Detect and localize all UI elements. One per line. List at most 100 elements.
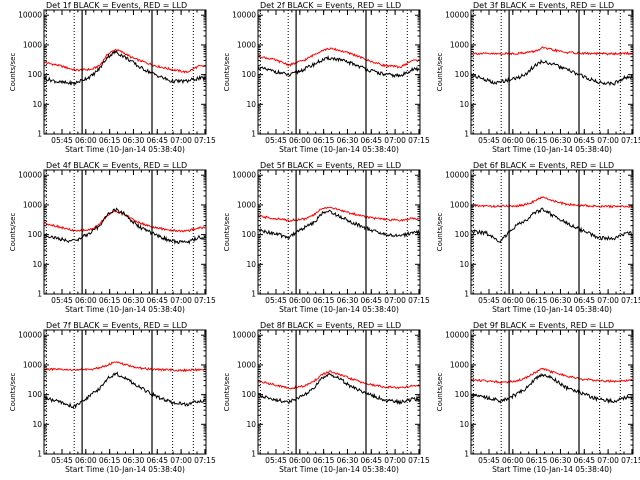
y-tick-label: 1	[251, 290, 256, 299]
x-tick-label: 06:30	[337, 296, 359, 305]
plot-frame	[470, 9, 634, 135]
y-axis-label: Counts/sec	[436, 53, 444, 92]
x-tick-label: 06:30	[550, 456, 572, 465]
y-tick-label: 10000	[18, 171, 42, 180]
x-tick-label: 06:30	[123, 136, 145, 145]
x-tick-label: 06:30	[550, 136, 572, 145]
x-tick-label: 06:45	[573, 136, 595, 145]
y-tick-label: 1	[37, 130, 42, 139]
x-tick-label: 06:45	[573, 296, 595, 305]
panel-det-8f: 1 10 100 1000 10000 05:45 06:00 06:15 06:30 06:45…	[223, 321, 430, 474]
y-axis-label: Counts/sec	[223, 53, 231, 92]
y-tick-label: 10000	[18, 331, 42, 340]
x-tick-label: 06:15	[526, 456, 548, 465]
x-tick-label: 06:15	[313, 296, 335, 305]
series-line-lld	[258, 47, 420, 69]
series-line-lld	[471, 367, 633, 384]
x-tick-label: 06:45	[360, 456, 382, 465]
x-tick-label: 05:45	[51, 136, 73, 145]
x-tick-label: 06:15	[99, 136, 121, 145]
series-line-events	[258, 372, 420, 406]
x-tick-label: 05:45	[265, 296, 287, 305]
y-tick-label: 10	[459, 420, 469, 429]
y-tick-label: 1	[251, 450, 256, 459]
x-tick-label: 07:00	[384, 296, 406, 305]
x-tick-label: 06:15	[526, 136, 548, 145]
x-tick-label: 06:45	[360, 296, 382, 305]
panel-det-7f: 1 10 100 1000 10000 05:45 06:00 06:15 06:30 06:45…	[9, 321, 216, 474]
x-tick-label: 05:45	[478, 456, 500, 465]
plot-frame	[257, 329, 421, 455]
y-tick-label: 100	[28, 70, 43, 79]
x-tick-label: 07:15	[621, 296, 640, 305]
y-tick-label: 1	[251, 130, 256, 139]
x-tick-label: 06:30	[337, 456, 359, 465]
series-line-events	[44, 207, 206, 245]
y-axis-label: Counts/sec	[9, 213, 17, 252]
y-tick-label: 1000	[450, 360, 469, 369]
y-tick-label: 10	[32, 100, 42, 109]
series-line-events	[471, 59, 633, 87]
x-tick-label: 07:15	[621, 456, 640, 465]
x-tick-label: 06:30	[337, 136, 359, 145]
x-axis-label: Start Time (10-Jan-14 05:38:40)	[492, 145, 612, 154]
x-axis-label: Start Time (10-Jan-14 05:38:40)	[279, 305, 399, 314]
x-tick-label: 06:00	[75, 456, 97, 465]
y-tick-label: 10000	[18, 11, 42, 20]
x-tick-label: 07:00	[597, 296, 619, 305]
x-tick-label: 05:45	[265, 456, 287, 465]
x-tick-label: 07:15	[408, 296, 430, 305]
x-tick-label: 07:00	[170, 456, 192, 465]
series-line-events	[258, 209, 420, 240]
x-tick-label: 06:00	[75, 296, 97, 305]
series-line-events	[258, 54, 420, 78]
x-tick-label: 07:00	[597, 456, 619, 465]
y-tick-label: 1	[37, 450, 42, 459]
panel-title: Det 9f BLACK = Events, RED = LLD	[473, 321, 614, 330]
y-tick-label: 10	[246, 260, 256, 269]
plot-frame	[470, 329, 634, 455]
series-line-lld	[471, 196, 633, 209]
y-tick-label: 10	[246, 420, 256, 429]
y-tick-label: 10000	[232, 331, 256, 340]
y-axis-label: Counts/sec	[9, 373, 17, 412]
series-line-events	[471, 372, 633, 404]
x-tick-label: 07:15	[621, 136, 640, 145]
y-tick-label: 10	[32, 420, 42, 429]
x-axis-label: Start Time (10-Jan-14 05:38:40)	[65, 305, 185, 314]
y-tick-label: 100	[242, 390, 257, 399]
series-line-lld	[44, 361, 206, 373]
panel-det-3f: 1 10 100 1000 10000 05:45 06:00 06:15 06:30 06:45…	[436, 1, 640, 154]
x-tick-label: 05:45	[478, 136, 500, 145]
plot-frame	[257, 9, 421, 135]
x-tick-label: 07:15	[408, 456, 430, 465]
panel-title: Det 8f BLACK = Events, RED = LLD	[260, 321, 401, 330]
y-tick-label: 1	[37, 290, 42, 299]
x-tick-label: 06:00	[502, 296, 524, 305]
panel-title: Det 3f BLACK = Events, RED = LLD	[473, 1, 614, 10]
x-tick-label: 06:15	[99, 296, 121, 305]
y-tick-label: 10000	[445, 171, 469, 180]
x-tick-label: 07:15	[194, 136, 216, 145]
y-tick-label: 1000	[237, 40, 256, 49]
y-tick-label: 10	[32, 260, 42, 269]
y-tick-label: 1000	[450, 40, 469, 49]
x-tick-label: 07:15	[194, 296, 216, 305]
y-tick-label: 10000	[232, 171, 256, 180]
plot-frame	[470, 169, 634, 295]
x-tick-label: 06:15	[99, 456, 121, 465]
x-tick-label: 06:00	[75, 136, 97, 145]
series-line-events	[44, 49, 206, 86]
panel-det-9f: 1 10 100 1000 10000 05:45 06:00 06:15 06:30 06:45…	[436, 321, 640, 474]
y-tick-label: 100	[455, 70, 470, 79]
y-tick-label: 100	[455, 390, 470, 399]
x-tick-label: 06:30	[550, 296, 572, 305]
panel-title: Det 6f BLACK = Events, RED = LLD	[473, 161, 614, 170]
x-tick-label: 07:00	[384, 136, 406, 145]
y-axis-label: Counts/sec	[9, 53, 17, 92]
y-tick-label: 10000	[445, 11, 469, 20]
y-axis-label: Counts/sec	[436, 213, 444, 252]
x-tick-label: 06:00	[289, 456, 311, 465]
panel-det-5f: 1 10 100 1000 10000 05:45 06:00 06:15 06:30 06:45…	[223, 161, 430, 314]
y-tick-label: 10000	[232, 11, 256, 20]
